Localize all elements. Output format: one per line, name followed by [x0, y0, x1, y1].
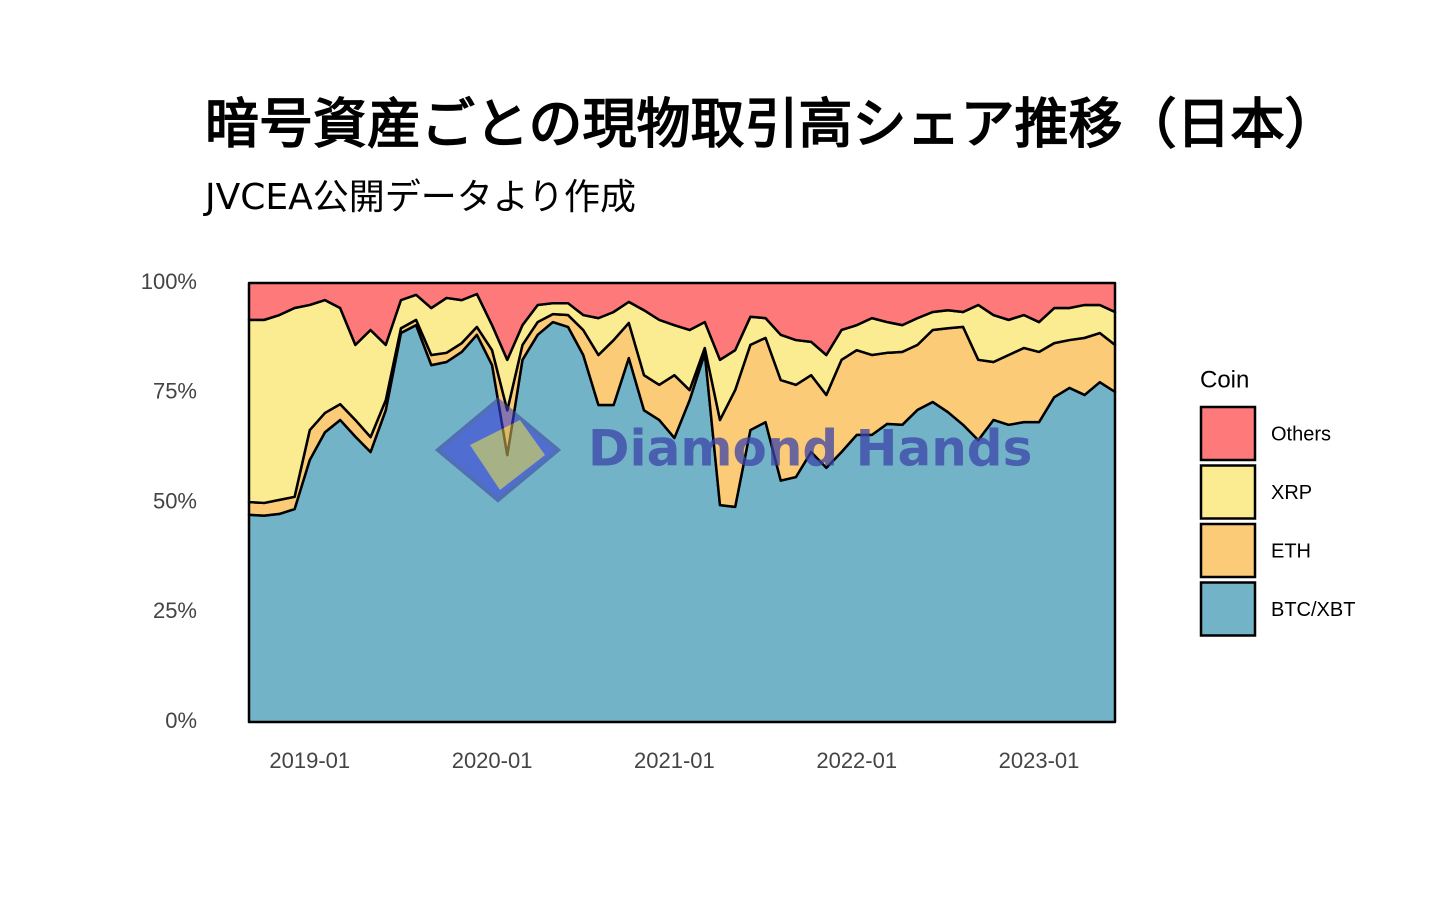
legend-swatch [1199, 405, 1257, 462]
y-tick-label: 0% [165, 708, 197, 733]
legend-swatch [1199, 464, 1257, 520]
y-tick-label: 50% [153, 488, 197, 513]
plot-area [247, 281, 1117, 724]
watermark-text: Diamond Hands [588, 420, 1032, 478]
x-tick-label: 2023-01 [999, 748, 1080, 773]
x-tick-label: 2019-01 [269, 748, 350, 773]
legend-label: BTC/XBT [1271, 599, 1355, 621]
legend-label: XRP [1271, 482, 1312, 504]
area [247, 281, 1117, 362]
y-tick-label: 100% [141, 269, 197, 294]
legend-label: ETH [1271, 540, 1311, 562]
legend-title: Coin [1200, 366, 1249, 393]
legend-swatch [1199, 581, 1257, 637]
legend-label: Others [1271, 423, 1331, 445]
chart-title: 暗号資産ごとの現物取引高シェア推移（日本） [205, 93, 1338, 156]
chart-subtitle: JVCEA公開データより作成 [203, 177, 636, 218]
x-tick-label: 2022-01 [816, 748, 897, 773]
x-tick-label: 2020-01 [452, 748, 533, 773]
x-tick-label: 2021-01 [634, 748, 715, 773]
y-tick-label: 75% [153, 379, 197, 404]
watermark-logo [434, 397, 562, 503]
y-tick-label: 25% [153, 598, 197, 623]
legend-swatch [1199, 522, 1257, 579]
